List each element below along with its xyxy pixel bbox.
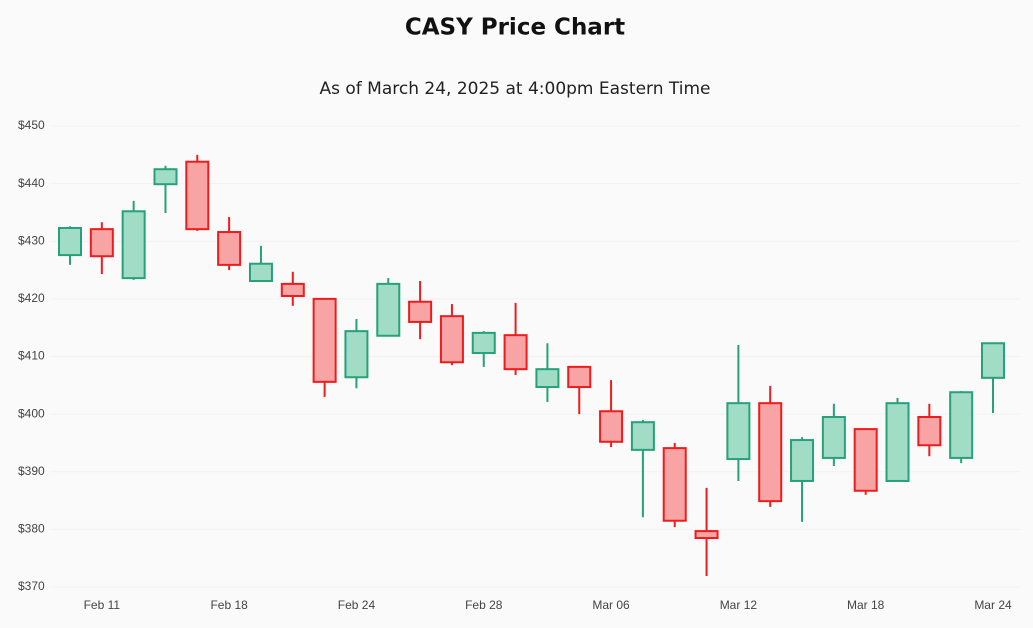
candle-body	[439, 315, 464, 364]
candle-body	[758, 402, 783, 503]
chart-subtitle: As of March 24, 2025 at 4:00pm Eastern T…	[319, 79, 710, 99]
candle-body	[58, 226, 82, 257]
y-tick-label: $410	[18, 349, 45, 363]
candle-body	[408, 300, 433, 323]
x-tick-label: Feb 11	[84, 598, 121, 612]
candle-body	[981, 342, 1005, 379]
candle-body	[694, 530, 719, 540]
candle-body	[344, 330, 369, 379]
candle-body	[599, 410, 624, 443]
y-tick-label: $440	[18, 176, 45, 190]
candle-body	[503, 334, 528, 371]
y-tick-label: $380	[18, 522, 45, 536]
y-tick-label: $420	[18, 291, 45, 305]
y-tick-label: $430	[18, 233, 45, 247]
candle-body	[917, 416, 942, 447]
candle-body	[821, 416, 846, 459]
y-tick-label: $390	[18, 464, 45, 478]
x-tick-label: Feb 24	[338, 598, 376, 612]
candle-body	[121, 210, 146, 280]
candle-body	[312, 297, 337, 383]
candle-body	[662, 447, 687, 522]
candle-body	[280, 282, 305, 297]
x-tick-label: Feb 28	[465, 598, 503, 612]
x-tick-label: Mar 12	[720, 598, 758, 612]
y-tick-label: $400	[18, 406, 45, 420]
x-tick-label: Mar 06	[592, 598, 630, 612]
candle-body	[471, 331, 496, 355]
chart-title: CASY Price Chart	[405, 15, 625, 41]
candle-body	[726, 402, 751, 461]
candle-body	[248, 262, 273, 283]
candle-body	[853, 428, 878, 492]
x-tick-label: Mar 18	[847, 598, 885, 612]
y-tick-label: $370	[18, 579, 45, 593]
candle-body	[376, 282, 401, 337]
candle-body	[630, 421, 655, 451]
candle-body	[535, 368, 560, 389]
candle-body	[949, 391, 974, 459]
candle-body	[185, 160, 210, 231]
x-tick-label: Mar 24	[974, 598, 1012, 612]
candle-body	[89, 228, 114, 258]
candle-body	[217, 231, 242, 266]
candle-body	[567, 365, 592, 389]
x-tick-label: Feb 18	[210, 598, 248, 612]
candle-body	[885, 402, 910, 482]
y-tick-label: $450	[18, 118, 45, 132]
candle-body	[153, 168, 178, 186]
candle-body	[790, 439, 815, 482]
